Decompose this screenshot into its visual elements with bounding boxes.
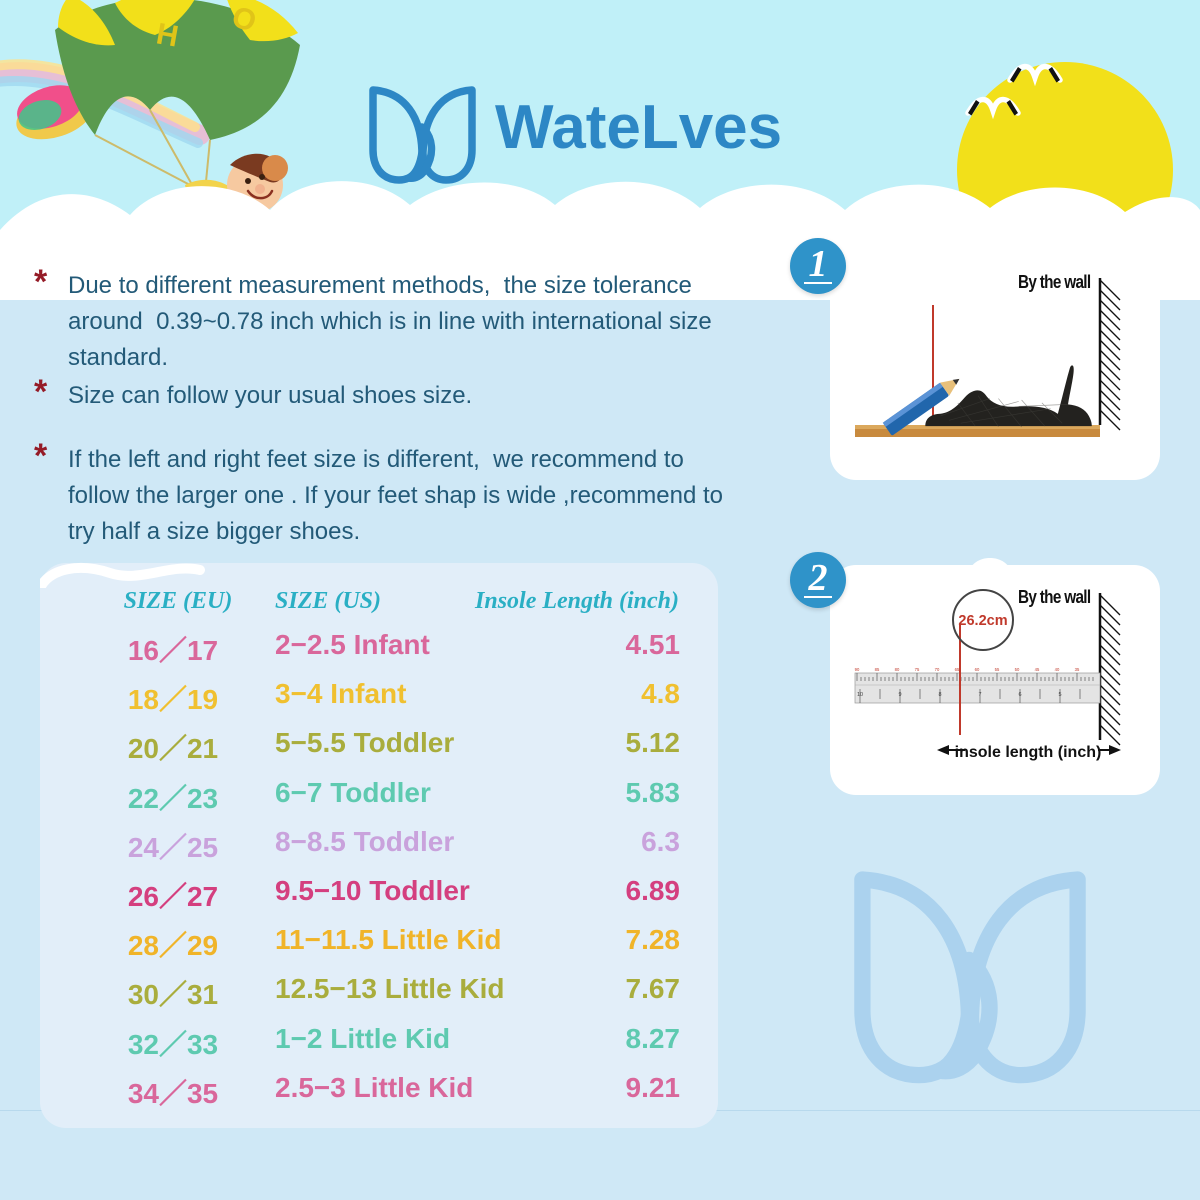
svg-text:55: 55: [995, 667, 1000, 672]
svg-text:60: 60: [975, 667, 980, 672]
svg-text:40: 40: [1055, 667, 1060, 672]
svg-text:80: 80: [895, 667, 900, 672]
svg-text:10: 10: [857, 692, 863, 698]
svg-text:90: 90: [855, 667, 860, 672]
svg-text:35: 35: [1075, 667, 1080, 672]
svg-text:7: 7: [978, 692, 981, 698]
svg-text:70: 70: [935, 667, 940, 672]
svg-text:8: 8: [938, 692, 941, 698]
svg-text:9: 9: [898, 692, 901, 698]
svg-text:75: 75: [915, 667, 920, 672]
svg-text:5: 5: [1058, 692, 1061, 698]
svg-text:85: 85: [875, 667, 880, 672]
svg-text:50: 50: [1015, 667, 1020, 672]
svg-text:45: 45: [1035, 667, 1040, 672]
svg-text:6: 6: [1018, 692, 1021, 698]
svg-text:insole length (inch): insole length (inch): [955, 744, 1102, 761]
svg-text:26.2cm: 26.2cm: [958, 613, 1007, 629]
